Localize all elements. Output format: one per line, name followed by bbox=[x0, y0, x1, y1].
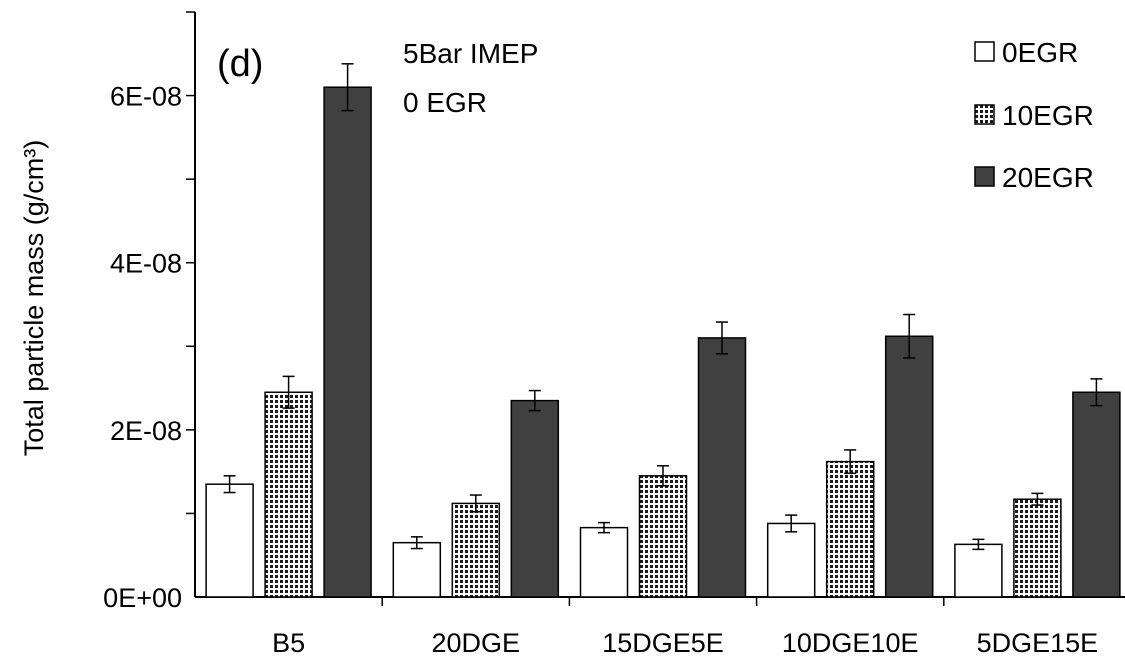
x-tick-label: B5 bbox=[272, 628, 305, 658]
x-tick-label: 10DGE10E bbox=[782, 628, 919, 658]
x-tick-label: 5DGE15E bbox=[977, 628, 1099, 658]
y-axis-title: Total particle mass (g/cm³) bbox=[19, 140, 49, 457]
legend-swatch-20egr bbox=[974, 166, 995, 187]
bar-10egr bbox=[638, 475, 688, 598]
bar-20egr bbox=[697, 337, 747, 598]
bar-20egr bbox=[1072, 391, 1121, 598]
egr-annotation: 0 EGR bbox=[403, 87, 487, 118]
x-tick-label: 15DGE5E bbox=[602, 628, 724, 658]
bar-0egr bbox=[205, 483, 254, 598]
y-tick-label: 0E+00 bbox=[103, 583, 182, 613]
x-tick-label: 20DGE bbox=[432, 628, 521, 658]
legend-swatch-10egr bbox=[974, 104, 995, 125]
bar-0egr bbox=[954, 543, 1003, 598]
legend-swatch-0egr bbox=[974, 41, 995, 62]
bar-20egr bbox=[323, 86, 372, 598]
legend-label-20egr: 20EGR bbox=[1002, 162, 1094, 193]
bar-10egr bbox=[1013, 498, 1062, 598]
y-tick-label: 6E-08 bbox=[110, 82, 182, 112]
legend: 0EGR 10EGR 20EGR bbox=[974, 37, 1094, 193]
condition-annotation: 5Bar IMEP bbox=[403, 38, 538, 69]
bar-10egr bbox=[825, 460, 875, 598]
bar-0egr bbox=[392, 541, 442, 598]
panel-label: (d) bbox=[217, 43, 263, 85]
bar-10egr bbox=[264, 391, 313, 598]
legend-label-0egr: 0EGR bbox=[1002, 37, 1078, 68]
bar-10egr bbox=[451, 502, 501, 598]
y-tick-label: 4E-08 bbox=[110, 249, 182, 279]
y-tick-label: 2E-08 bbox=[110, 416, 182, 446]
bar-20egr bbox=[510, 399, 560, 598]
bar-20egr bbox=[884, 335, 934, 598]
bar-0egr bbox=[579, 526, 629, 598]
legend-label-10egr: 10EGR bbox=[1002, 100, 1094, 131]
bar-0egr bbox=[766, 522, 816, 598]
